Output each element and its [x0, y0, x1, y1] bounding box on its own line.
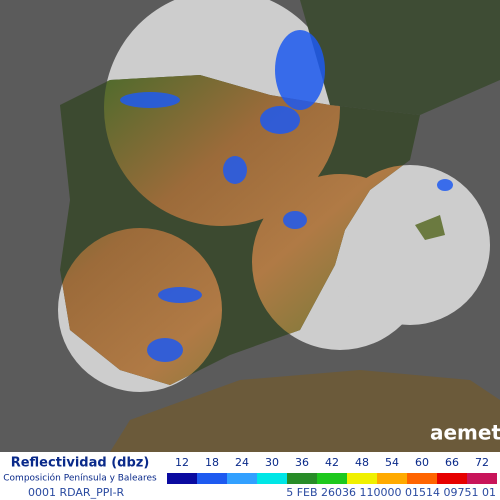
legend-swatch	[287, 473, 317, 484]
legend-label: 54	[385, 456, 399, 469]
status-right: 5 FEB 26036 110000 01514 09751 01	[286, 486, 496, 499]
legend-swatch	[467, 473, 497, 484]
precipitation	[120, 30, 453, 362]
legend-label: 30	[265, 456, 279, 469]
legend-swatch	[377, 473, 407, 484]
legend-label: 60	[415, 456, 429, 469]
legend-label: 72	[475, 456, 489, 469]
legend-label: 42	[325, 456, 339, 469]
legend-swatch	[227, 473, 257, 484]
status-bar	[0, 486, 500, 500]
logo: aemet	[430, 421, 500, 445]
legend-label: 66	[445, 456, 459, 469]
legend-swatch	[407, 473, 437, 484]
legend-label: 18	[205, 456, 219, 469]
legend-scale: 12 18 24 30 36 42 48 54 60 66 72	[167, 456, 497, 484]
legend-swatch	[437, 473, 467, 484]
legend-title: Reflectividad (dbz)	[11, 456, 150, 471]
legend-label: 36	[295, 456, 309, 469]
legend-label: 24	[235, 456, 249, 469]
logo-text: aemet	[430, 421, 500, 445]
legend-swatch	[347, 473, 377, 484]
legend-label: 48	[355, 456, 369, 469]
legend-swatch	[167, 473, 197, 484]
land	[60, 0, 500, 452]
legend-swatch	[257, 473, 287, 484]
legend-swatch	[197, 473, 227, 484]
status-left: 0001 RDAR_PPI-R	[28, 486, 125, 499]
legend-subtitle: Composición Península y Baleares	[3, 473, 157, 484]
legend-swatch	[317, 473, 347, 484]
legend-label: 12	[175, 456, 189, 469]
